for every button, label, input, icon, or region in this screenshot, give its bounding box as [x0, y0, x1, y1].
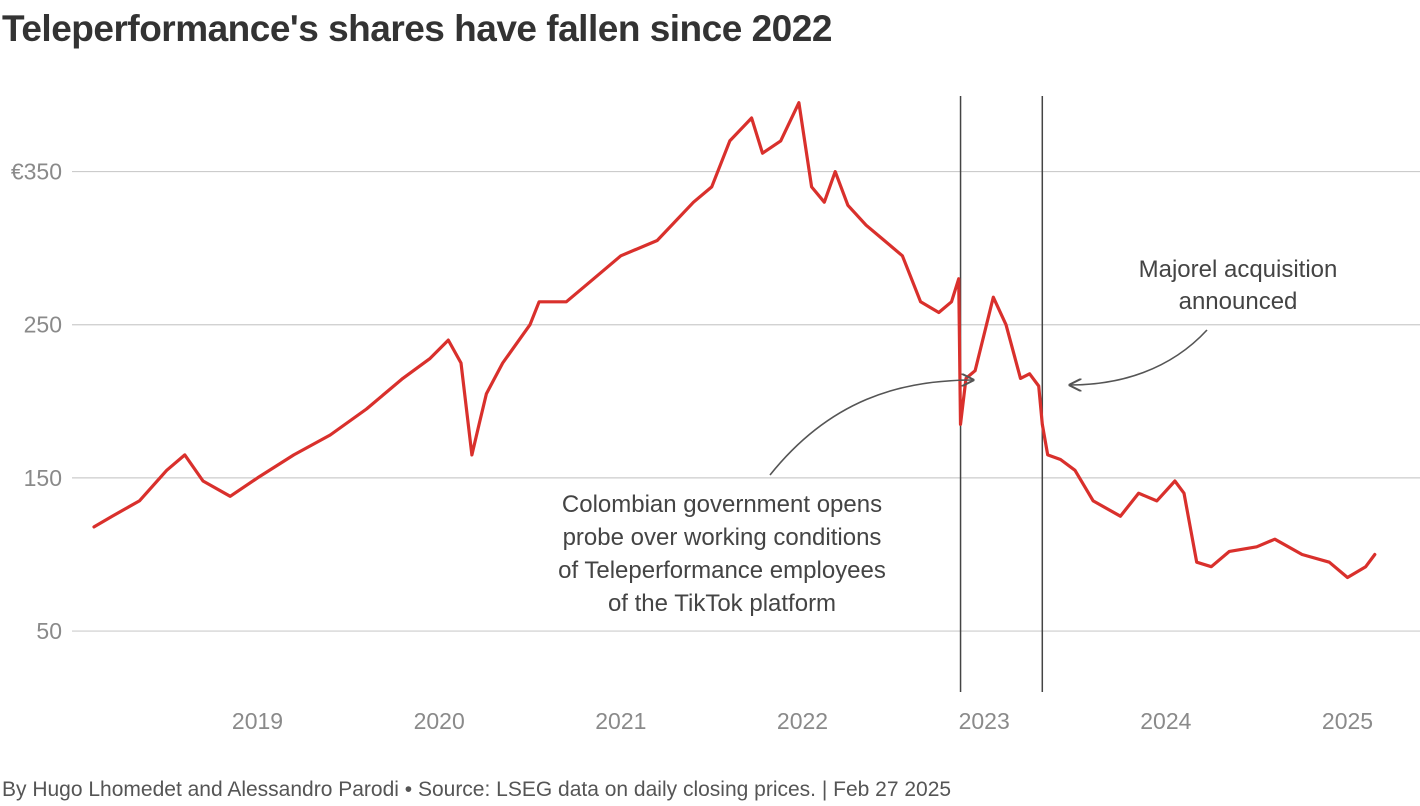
data-point: [1119, 515, 1122, 518]
data-point: [710, 186, 713, 188]
data-point: [1019, 377, 1022, 380]
data-point: [1328, 561, 1331, 563]
y-tick-label: 250: [24, 312, 62, 338]
data-point: [1041, 423, 1044, 426]
x-tick-label: 2020: [414, 708, 465, 734]
data-point: [1195, 561, 1198, 563]
grid-lines: [72, 170, 1420, 632]
x-tick-label: 2021: [595, 708, 646, 734]
data-point: [1255, 546, 1258, 548]
data-point: [1183, 492, 1185, 495]
data-point: [798, 101, 800, 104]
data-point: [1037, 385, 1040, 387]
data-point: [485, 392, 488, 395]
data-point: [950, 300, 953, 303]
data-point: [93, 526, 95, 528]
data-point: [823, 201, 826, 204]
data-point: [565, 300, 568, 303]
data-point: [656, 239, 658, 242]
data-point: [329, 434, 331, 436]
x-axis: 2019 2020 2021 2022 2023 2024 2025: [232, 708, 1373, 734]
data-point: [965, 377, 967, 380]
data-point: [1092, 500, 1094, 502]
data-points: [93, 101, 1376, 579]
data-point: [810, 186, 813, 188]
annotation-text-0: Colombian government opens probe over wor…: [558, 491, 886, 617]
data-point: [1028, 372, 1031, 375]
data-point: [1364, 565, 1367, 568]
x-tick-label: 2023: [959, 708, 1010, 734]
data-point: [761, 152, 764, 155]
x-tick-label: 2025: [1322, 708, 1373, 734]
data-point: [293, 454, 295, 456]
data-point: [959, 423, 962, 426]
data-point: [538, 300, 540, 303]
data-point: [402, 377, 404, 380]
data-point: [138, 500, 141, 502]
line-chart: 50 150 250 €350 2019 2020 2021 2022 2023 2024 202…: [11, 96, 1420, 734]
y-tick-label: 50: [36, 618, 62, 644]
data-point: [883, 239, 886, 242]
data-point: [1274, 538, 1276, 540]
data-point: [901, 255, 904, 257]
data-point: [779, 140, 782, 142]
data-point: [202, 480, 204, 482]
data-point: [447, 339, 450, 341]
data-point: [750, 117, 753, 119]
data-point: [460, 362, 462, 364]
data-point: [1059, 458, 1062, 461]
data-point: [1137, 492, 1140, 495]
data-point: [1210, 565, 1213, 568]
data-point: [1346, 576, 1349, 579]
data-point: [834, 170, 836, 173]
data-point: [365, 408, 368, 410]
source-footer: By Hugo Lhomedet and Alessandro Parodi •…: [2, 778, 952, 801]
data-point: [865, 224, 867, 226]
data-point: [992, 296, 995, 298]
data-point: [1174, 480, 1176, 482]
data-point: [501, 362, 504, 364]
annotations: Colombian government opens probe over wor…: [558, 256, 1337, 617]
data-point: [620, 255, 622, 257]
data-point: [592, 277, 595, 280]
data-point: [529, 323, 531, 326]
data-point: [111, 515, 113, 518]
x-tick-label: 2019: [232, 708, 283, 734]
annotation-arrow-1: [1070, 329, 1208, 385]
data-point: [165, 469, 168, 472]
data-point: [1046, 454, 1049, 456]
y-tick-label: 150: [24, 465, 62, 491]
annotation-text-1: Majorel acquisition announced: [1139, 256, 1338, 315]
data-point: [1373, 553, 1376, 556]
data-point: [229, 495, 232, 498]
data-point: [1301, 553, 1303, 556]
event-markers: [959, 96, 1044, 692]
x-tick-label: 2022: [777, 708, 828, 734]
data-point: [256, 477, 259, 479]
data-point: [729, 140, 731, 142]
data-point: [1074, 469, 1076, 472]
annotation-arrow-0: [769, 380, 973, 476]
y-axis: 50 150 250 €350: [11, 159, 62, 644]
y-tick-label: €350: [11, 159, 62, 185]
data-point: [184, 454, 186, 456]
data-point: [1155, 500, 1158, 502]
chart-title: Teleperformance's shares have fallen sin…: [2, 8, 832, 49]
data-point: [692, 201, 695, 204]
data-point: [847, 204, 849, 207]
data-point: [919, 300, 922, 303]
data-point: [957, 277, 960, 280]
data-point: [429, 357, 431, 360]
x-tick-label: 2024: [1140, 708, 1191, 734]
data-point: [1228, 550, 1231, 553]
data-point: [1005, 323, 1007, 326]
data-point: [974, 369, 976, 372]
data-point: [937, 311, 940, 314]
data-point: [478, 423, 480, 426]
data-point: [471, 454, 473, 456]
